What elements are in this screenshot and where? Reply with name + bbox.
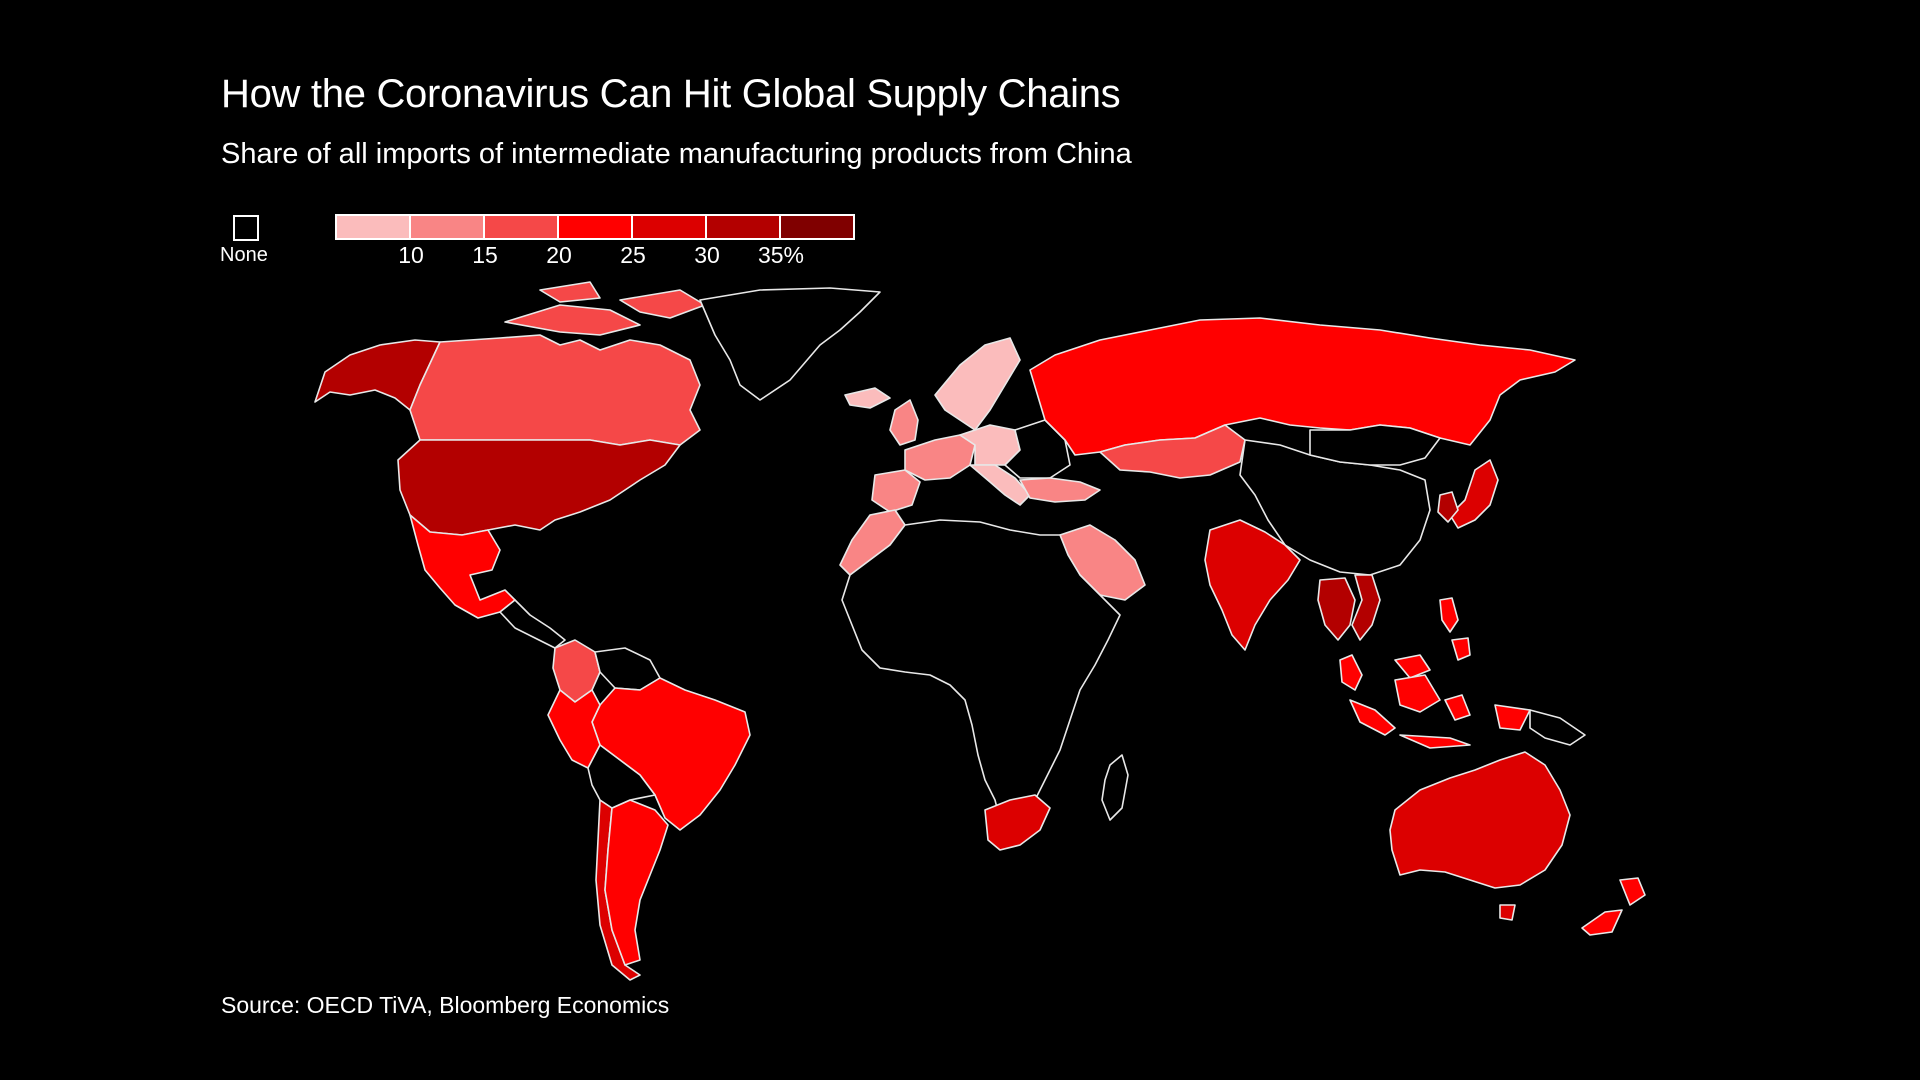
region-kazakhstan: Kazakhstan [1099, 424, 1246, 479]
legend-bin-4 [633, 216, 707, 238]
region-canadian-arctic-islands: Canadian Arctic Islands [504, 281, 706, 336]
chart-title: How the Coronavirus Can Hit Global Suppl… [221, 72, 1121, 116]
region-madagascar: Madagascar [1101, 754, 1129, 821]
region-iceland: Iceland [844, 387, 891, 409]
legend-tick: 25 [620, 242, 646, 268]
chart-source: Source: OECD TiVA, Bloomberg Economics [221, 992, 670, 1018]
region-turkey: Turkey [1019, 477, 1101, 503]
region-iberia: Iberia [871, 469, 921, 513]
legend-tick: 10 [398, 242, 424, 268]
region-philippines: Philippines [1439, 597, 1471, 661]
region-south-korea: South Korea [1437, 491, 1459, 523]
legend-bin-1 [411, 216, 485, 238]
legend-tick: 20 [546, 242, 572, 268]
region-russia: Russia [1029, 317, 1576, 456]
region-mongolia: Mongolia [1309, 424, 1441, 466]
region-bolivia: Bolivia [587, 744, 656, 809]
legend-tick: 30 [694, 242, 720, 268]
legend-none: None [220, 215, 284, 267]
region-italy: Italy [969, 464, 1031, 506]
legend-color-scale: 10 15 20 25 30 35% [335, 214, 855, 268]
region-central-america: Central America [499, 599, 566, 649]
legend-bin-3 [559, 216, 633, 238]
region-argentina: Argentina [604, 799, 669, 966]
legend-bin-2 [485, 216, 559, 238]
chart-subtitle: Share of all imports of intermediate man… [221, 138, 1132, 170]
region-thailand: Thailand [1317, 577, 1356, 641]
region-africa: Africa [841, 519, 1121, 831]
legend-bin-5 [707, 216, 781, 238]
legend-none-label: None [220, 244, 268, 266]
region-malaysia: Malaysia [1339, 654, 1431, 691]
region-new-zealand: New Zealand [1581, 877, 1646, 936]
legend-none-swatch [233, 215, 259, 241]
region-scandinavia: Scandinavia [934, 337, 1021, 431]
region-indonesia: Indonesia [1349, 674, 1531, 749]
legend-tick: 15 [472, 242, 498, 268]
legend-tick: 35% [757, 242, 805, 268]
region-united-kingdom: United Kingdom [889, 399, 919, 446]
region-australia: Australia [1389, 751, 1571, 921]
legend-ticks: 10 15 20 25 30 35% [335, 240, 855, 268]
region-vietnam: Vietnam [1351, 574, 1381, 641]
region-united-states: United States [397, 439, 681, 536]
region-peru: Peru [547, 689, 601, 769]
region-canada: Canada [409, 334, 701, 446]
region-south-africa: South Africa [984, 794, 1051, 851]
region-japan: Japan [1449, 459, 1499, 529]
legend-bin-6 [781, 216, 853, 238]
region-greenland: Greenland [699, 287, 881, 401]
legend-bar [335, 214, 855, 240]
region-papua-new-guinea: Papua New Guinea [1529, 709, 1586, 746]
region-india: India [1204, 519, 1301, 651]
region-western-europe: Western Europe [904, 434, 976, 481]
region-mexico: Mexico [409, 514, 516, 619]
legend-bin-0 [337, 216, 411, 238]
